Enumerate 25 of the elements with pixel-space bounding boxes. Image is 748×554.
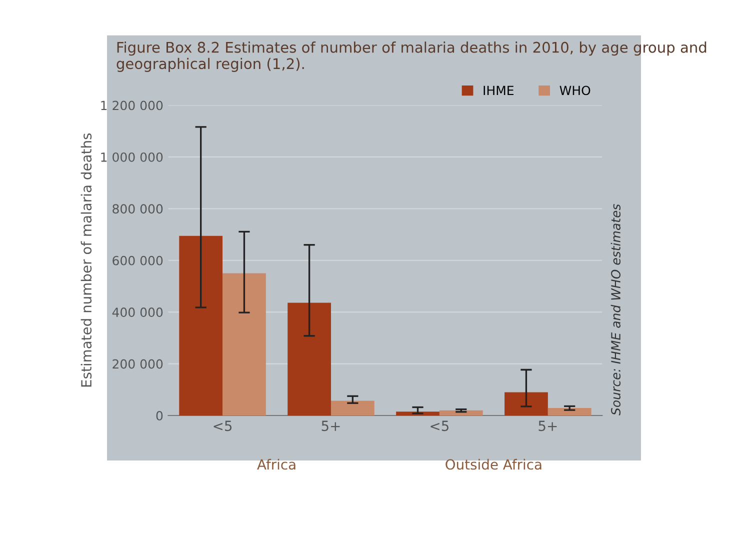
bar: [548, 408, 592, 416]
y-tick-label: 200 000: [112, 359, 163, 369]
bar: [288, 302, 331, 416]
x-tick-label: 5+: [322, 420, 340, 432]
bar: [439, 410, 483, 416]
legend-label: IHME: [484, 86, 514, 95]
y-tick-label: 600 000: [112, 256, 163, 266]
text: Outside Africa: [446, 458, 542, 470]
bar: [330, 400, 374, 416]
chart-title: Figure Box 8.2 Estimates of number of malaria deaths in 2010, by age group and geographical region (1,2).: [116, 42, 706, 72]
bar: [222, 273, 266, 416]
bar: [504, 392, 548, 416]
x-tick-label: <5: [214, 420, 232, 432]
y-tick-label: 800 000: [112, 204, 163, 214]
legend-label: WHO: [560, 86, 590, 96]
bar: [179, 236, 223, 416]
y-tick-label: 400 000: [112, 308, 163, 318]
x-tick-label: 5+: [538, 420, 557, 432]
y-tick-label: 0: [156, 410, 163, 420]
source-note: Source: IHME and WHO estimates: [610, 204, 620, 416]
x-tick-label: <5: [430, 420, 448, 432]
y-axis-title: Estimated number of malaria deaths: [80, 133, 92, 387]
y-tick-label: 1 000 000: [101, 152, 163, 162]
y-tick-label: 1 200 000: [101, 100, 163, 110]
text: Africa: [257, 458, 296, 470]
